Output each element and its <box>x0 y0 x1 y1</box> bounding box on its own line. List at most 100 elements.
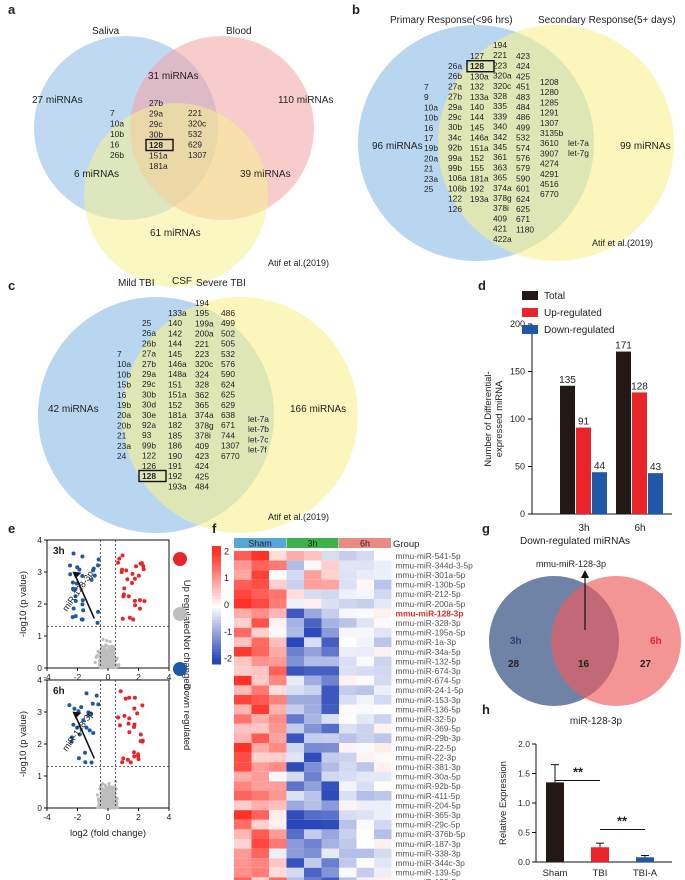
y-axis-label: expressed miRNA <box>494 380 505 457</box>
colorbar-step <box>212 622 221 627</box>
legend-label: Down-regulated <box>544 325 615 336</box>
point-up-regulated <box>131 617 136 622</box>
point-not-changed <box>95 793 100 797</box>
mirna-item: 181a <box>168 410 187 420</box>
point-up-regulated <box>136 573 141 578</box>
heatmap-cell <box>356 800 374 811</box>
heatmap-cell <box>251 656 269 667</box>
colorbar-step <box>212 658 221 662</box>
point-up-regulated <box>120 567 125 572</box>
row-label: mmu-miR-369-5p <box>396 724 461 734</box>
heatmap-cell <box>234 618 252 628</box>
panel-f-letter: f <box>212 521 217 536</box>
bar-value-label: 43 <box>650 462 662 473</box>
point-not-changed <box>111 792 115 796</box>
mirna-item: 484 <box>516 102 530 112</box>
mirna-item: 320c <box>493 81 511 91</box>
heatmap-cell <box>286 675 304 686</box>
mirna-item: 6770 <box>221 451 240 461</box>
mirna-item: 576 <box>516 153 530 163</box>
heatmap-cell <box>374 675 392 686</box>
heatmap-cell <box>356 781 374 791</box>
x-tick-label: -2 <box>74 672 82 682</box>
colorbar-step <box>212 661 221 665</box>
mirna-item: 1307 <box>221 441 240 451</box>
mirna-item: 144 <box>168 339 182 349</box>
heatmap-cell <box>286 829 304 839</box>
heatmap-cell <box>356 829 374 839</box>
mild-only-count: 42 miRNAs <box>48 404 99 415</box>
heatmap-cell <box>321 714 339 724</box>
panel-b-letter: b <box>352 2 360 17</box>
point-not-changed <box>108 640 112 644</box>
mirna-item: 335 <box>493 101 507 111</box>
y-tick-label: 1 <box>37 771 42 781</box>
mirna-item: 26a <box>142 328 156 338</box>
heatmap-cell <box>269 666 287 676</box>
colorbar-step <box>212 607 221 612</box>
mirna-item: 29a <box>448 102 462 112</box>
point-down-regulated <box>76 756 81 761</box>
heatmap-cell <box>269 570 287 580</box>
colorbar-step <box>212 613 221 618</box>
mirna-item: 92a <box>142 420 156 430</box>
heatmap-cell <box>356 551 374 561</box>
heatmap-cell <box>339 579 357 590</box>
mirna-item: 425 <box>195 471 209 481</box>
heatmap-cell <box>234 858 252 868</box>
heatmap-cell <box>286 733 304 743</box>
point-not-changed <box>108 665 112 669</box>
mirna-item: 342 <box>493 132 507 142</box>
heatmap-cell <box>339 867 357 878</box>
x-tick-label: 6h <box>634 523 645 534</box>
x-tick-label: -4 <box>43 812 51 822</box>
row-label: mmu-miR-30a-5p <box>396 772 461 782</box>
point-down-regulated <box>82 750 87 755</box>
set-6h-circle <box>551 576 681 706</box>
point-down-regulated <box>72 706 77 711</box>
colorbar-step <box>212 605 221 609</box>
heatmap-cell <box>286 666 304 676</box>
point-down-regulated <box>77 567 82 572</box>
set-6h-label: 6h <box>650 636 662 647</box>
point-up-regulated <box>121 592 126 597</box>
point-not-changed <box>109 785 114 789</box>
row-label: mmu-miR-338-3p <box>396 848 461 858</box>
mirna-item: let-7f <box>248 445 267 455</box>
point-down-regulated <box>89 577 94 582</box>
mirna-item: 10a <box>424 102 438 112</box>
heatmap-cell <box>251 762 269 772</box>
heatmap-cell <box>321 599 339 609</box>
heatmap-cell <box>339 771 357 782</box>
row-label: mmu-miR-153-3p <box>396 695 461 705</box>
heatmap-cell <box>286 704 304 715</box>
heatmap-cell <box>321 551 339 561</box>
point-not-changed <box>105 797 109 801</box>
heatmap-cell <box>339 570 357 580</box>
point-up-regulated <box>130 571 135 576</box>
point-down-regulated <box>80 598 85 603</box>
point-not-changed <box>95 654 99 658</box>
row-label: mmu-miR-22-3p <box>396 752 457 762</box>
heatmap-cell <box>234 589 252 599</box>
mirna-item: 505 <box>221 339 235 349</box>
significance-marker: ** <box>573 765 584 780</box>
point-not-changed <box>105 785 109 790</box>
point-down-regulated <box>91 568 96 573</box>
x-tick-label: 0 <box>106 672 111 682</box>
heatmap-cell <box>321 877 339 880</box>
mirna-item: 378i <box>195 431 211 441</box>
mirna-item: 25 <box>424 184 434 194</box>
panel-h: h miR-128-3p 0.0 0.5 1.0 1.5 2.0 Relative Expr… <box>482 702 672 879</box>
row-label: mmu-miR-411-5p <box>396 791 461 801</box>
point-not-changed <box>116 664 120 668</box>
heatmap-cell <box>356 714 374 724</box>
heatmap-cell <box>356 599 374 609</box>
mirna-item: 27a <box>142 349 156 359</box>
heatmap-cell <box>269 848 287 859</box>
mirna-item: 423 <box>516 51 530 61</box>
point-not-changed <box>106 790 110 794</box>
heatmap-cell <box>251 781 269 791</box>
mirna-item: 27b <box>448 92 462 102</box>
heatmap-cell <box>304 762 322 772</box>
